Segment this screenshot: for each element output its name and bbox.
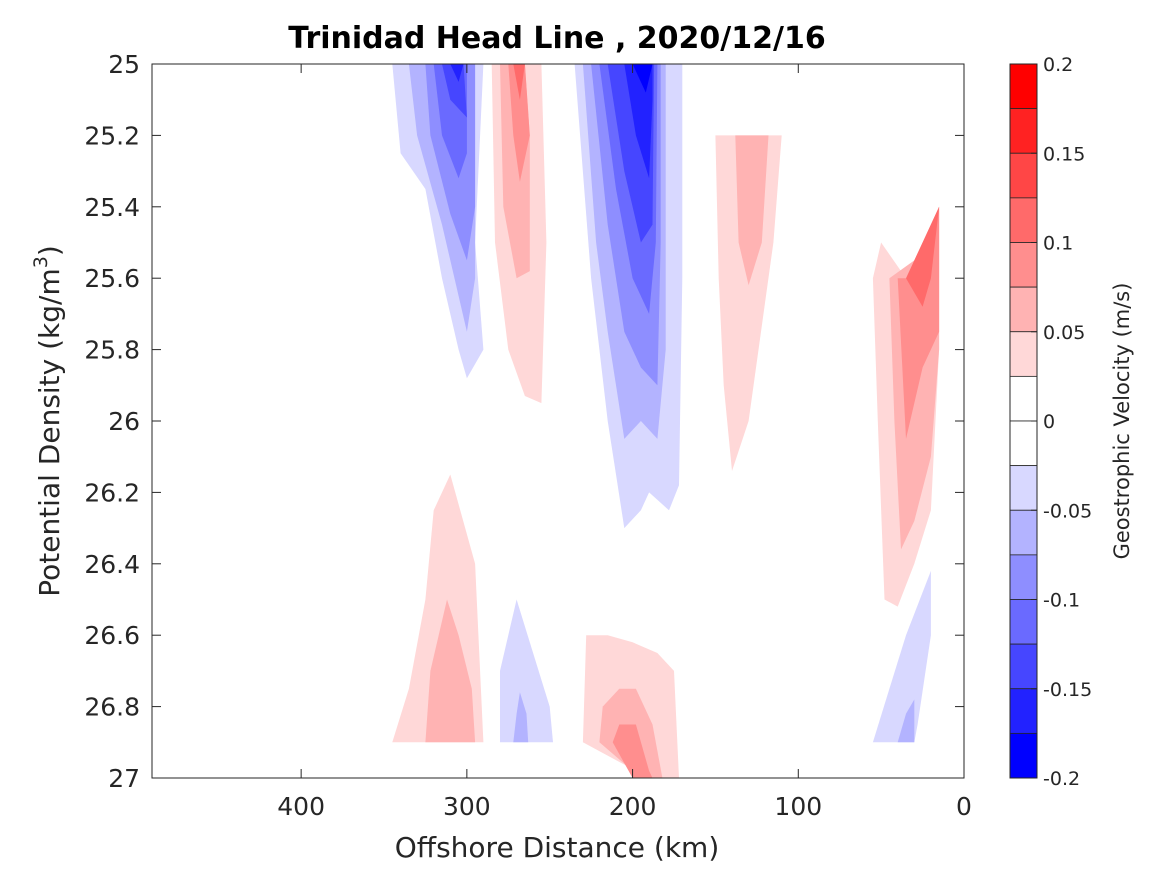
colorbar-tick-label: -0.2 [1043,768,1080,790]
contour-layer [392,64,940,778]
colorbar-band [1009,509,1038,556]
x-tick-label: 400 [277,792,325,821]
colorbar [1009,63,1038,779]
colorbar-band [1009,108,1038,154]
y-tick-label: 25 [108,50,140,79]
y-axis-title-sup: 3 [30,256,52,268]
y-axis-title-main: Potential Density (kg/m [33,268,66,597]
colorbar-band [1009,732,1038,779]
colorbar-tick-label: 0.05 [1043,322,1085,344]
colorbar-title: Geostrophic Velocity (m/s) [1110,283,1134,560]
y-tick-label: 25.8 [84,336,140,365]
y-axis-title-close: ) [33,245,66,256]
y-axis-title: Potential Density (kg/m3) [30,245,66,597]
colorbar-band [1009,465,1038,511]
contour-pos-core-270km-l4 [513,64,525,100]
colorbar-band [1009,420,1038,467]
contour-pos-core-310km-deep-l2 [425,599,476,743]
x-tick-label: 300 [443,792,491,821]
chart-title: Trinidad Head Line , 2020/12/16 [288,21,825,56]
colorbar-ticks: 0.2 0.15 0.1 0.05 0 -0.05 -0.1 -0.15 -0.2 [1031,54,1092,790]
x-axis: 400 300 200 100 0 [277,64,972,821]
contour-pos-core-40km-l4 [906,206,940,307]
y-tick-label: 25.6 [84,264,140,293]
contour-pos-core-130km-outer [715,135,782,471]
colorbar-band [1009,688,1038,734]
contour-neg-core-40km-deep-l2 [897,699,915,743]
contour-pos-core-200km-deep-l3 [612,724,653,778]
colorbar-tick-label: 0 [1043,411,1055,433]
colorbar-tick-label: 0.15 [1043,143,1085,165]
colorbar-band [1009,554,1038,600]
x-tick-label: 200 [609,792,657,821]
y-tick-label: 25.4 [84,193,140,222]
y-tick-label: 27 [108,764,140,793]
plot-area [152,64,964,778]
colorbar-band [1009,197,1038,243]
y-axis: 25 25.2 25.4 25.6 25.8 26 26.2 26.4 26.6 26.8 27 [84,50,964,793]
y-tick-label: 26 [108,407,140,436]
contour-neg-core-265km-deep-outer [500,599,553,743]
y-tick-label: 26.4 [84,550,140,579]
colorbar-tick-label: 0.1 [1043,233,1073,255]
y-tick-label: 26.6 [84,621,140,650]
contour-pos-core-270km-l3 [508,64,530,182]
contour-neg-core-190km-l6 [624,64,653,179]
colorbar-band [1009,331,1038,377]
contour-neg-core-40km-deep-outer [872,570,931,743]
colorbar-band [1009,599,1038,645]
contour-neg-core-310km-l6 [450,64,464,82]
contour-pos-core-130km-l2 [735,135,769,286]
colorbar-tick-label: -0.15 [1043,679,1092,701]
colorbar-tick-label: -0.05 [1043,500,1092,522]
colorbar-band [1009,152,1038,199]
colorbar-band [1009,242,1038,288]
contour-neg-core-190km-l7 [632,64,653,93]
y-tick-label: 25.2 [84,121,140,150]
colorbar-band [1009,286,1038,333]
contour-neg-core-265km-deep-l2 [513,692,529,743]
colorbar-tick-label: 0.2 [1043,54,1073,76]
contour-neg-core-310km-l5 [442,64,467,118]
y-tick-label: 26.2 [84,478,140,507]
colorbar-band [1009,643,1038,690]
x-axis-title: Offshore Distance (km) [395,831,720,864]
x-tick-label: 100 [774,792,822,821]
colorbar-band [1009,375,1038,422]
colorbar-band [1009,63,1038,110]
colorbar-tick-label: -0.1 [1043,590,1080,612]
y-tick-label: 26.8 [84,693,140,722]
x-tick-label: 0 [956,792,972,821]
